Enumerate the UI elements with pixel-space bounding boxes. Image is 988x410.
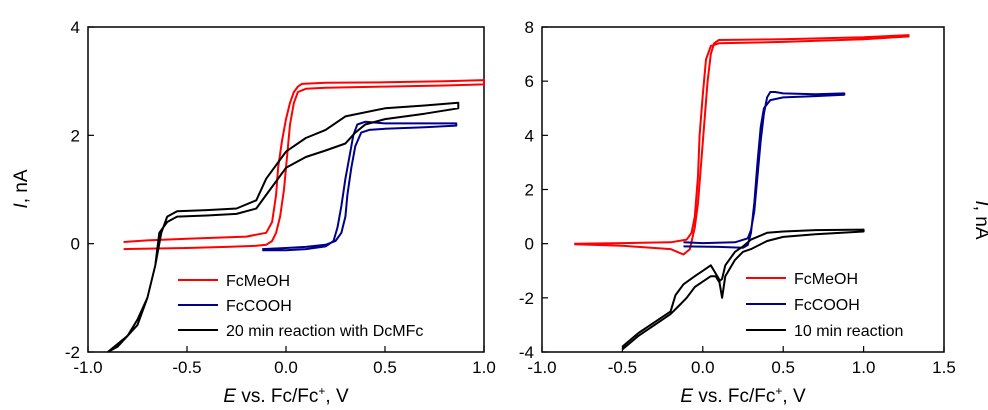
left-x-tick-label: 0.0 — [274, 358, 298, 377]
left-curves — [107, 79, 485, 353]
right-x-tick-label: 0.0 — [691, 358, 715, 377]
left-series-20-min-reaction-with-dcmfc — [107, 101, 460, 353]
left-x-tick-labels: -1.0 -0.5 0.0 0.5 1.0 — [73, 358, 495, 377]
right-axis-ticks — [541, 26, 945, 353]
right-x-tick-label: 0.5 — [771, 358, 795, 377]
right-y-tick-labels: -4 -2 0 2 4 6 8 — [519, 18, 534, 362]
right-series-fcmeoh — [574, 34, 910, 256]
left-axis-ticks — [87, 26, 485, 353]
left-x-tick-label: 0.5 — [373, 358, 397, 377]
left-series-fcmeoh — [123, 79, 485, 251]
right-curves — [574, 34, 910, 351]
right-chart-panel: -1.0 -0.5 0.0 0.5 1.0 1.5 -4 -2 0 2 4 6 8 E vs. Fc/… — [519, 18, 988, 407]
right-y-tick-label: 2 — [525, 181, 534, 200]
right-y-tick-label: 6 — [525, 72, 534, 91]
left-legend-label-reaction: 20 min reaction with DcMFc — [226, 323, 423, 340]
right-y-axis-label: I, nA — [971, 200, 988, 239]
left-y-axis-label: I, nA — [11, 169, 32, 208]
right-x-axis-label: E vs. Fc/Fc+, V — [680, 384, 806, 407]
left-y-tick-label: 2 — [71, 126, 80, 145]
right-legend: FcMeOH FcCOOH 10 min reaction — [746, 271, 903, 340]
left-x-tick-label: 1.0 — [472, 358, 496, 377]
right-y-tick-label: 8 — [525, 18, 534, 37]
right-legend-label-reaction: 10 min reaction — [794, 323, 903, 340]
right-x-tick-label: -1.0 — [527, 358, 556, 377]
left-legend-label-fccooh: FcCOOH — [226, 298, 292, 315]
right-legend-label-fccooh: FcCOOH — [794, 297, 860, 314]
left-x-axis-label: E vs. Fc/Fc+, V — [223, 384, 349, 407]
left-y-tick-label: -2 — [65, 343, 80, 362]
left-series-fccooh — [262, 120, 458, 252]
right-x-tick-label: 1.5 — [932, 358, 956, 377]
right-series-10-min-reaction — [621, 228, 865, 351]
left-legend: FcMeOH FcCOOH 20 min reaction with DcMFc — [178, 273, 423, 340]
left-y-tick-label: 4 — [71, 18, 80, 37]
left-y-tick-label: 0 — [71, 235, 80, 254]
right-series-fccooh — [683, 91, 846, 249]
left-x-tick-label: -1.0 — [73, 358, 102, 377]
right-plot-frame — [541, 26, 945, 353]
right-y-tick-label: 0 — [525, 235, 534, 254]
right-y-tick-label: 4 — [525, 126, 534, 145]
left-legend-label-fcmeoh: FcMeOH — [226, 273, 290, 290]
right-x-tick-label: 1.0 — [852, 358, 876, 377]
right-y-tick-label: -4 — [519, 343, 534, 362]
right-x-tick-label: -0.5 — [608, 358, 637, 377]
right-legend-label-fcmeoh: FcMeOH — [794, 271, 858, 288]
right-x-tick-labels: -1.0 -0.5 0.0 0.5 1.0 1.5 — [527, 358, 955, 377]
left-x-tick-label: -0.5 — [172, 358, 201, 377]
right-y-tick-label: -2 — [519, 289, 534, 308]
left-y-tick-labels: -2 0 2 4 — [65, 18, 80, 362]
